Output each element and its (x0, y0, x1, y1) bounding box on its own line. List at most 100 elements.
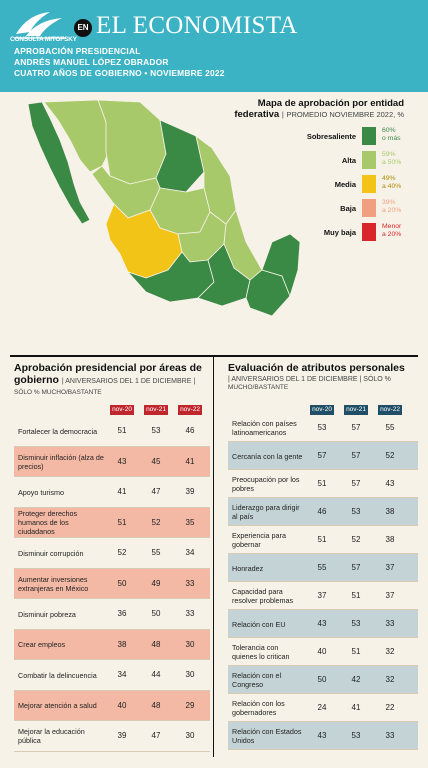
left-table-sub: ANIVERSARIOS DEL 1 DE DICIEMBRE (65, 378, 192, 385)
legend-label: Baja (340, 204, 356, 213)
right-table-sub-line: | ANIVERSARIOS DEL 1 DE DICIEMBRE | SÓLO… (228, 376, 391, 383)
table-row: Mejorar atención a salud 40 48 29 (14, 690, 210, 721)
row-value: 57 (351, 563, 361, 572)
column-header: nov-21 (344, 405, 368, 415)
left-table-column-headers: nov-20 nov-21 nov-22 (110, 405, 210, 415)
row-value: 50 (317, 675, 327, 684)
left-table-title-line-2: gobierno (14, 374, 59, 386)
row-value: 32 (385, 647, 395, 656)
mexico-map (27, 99, 300, 317)
table-row: Apoyo turismo 41 47 39 (14, 477, 210, 508)
row-value: 52 (117, 548, 127, 557)
row-value: 43 (117, 456, 127, 466)
table-row: Cercanía con la gente 57 57 52 (228, 442, 418, 470)
right-table-panel: Evaluación de atributos personales | ANI… (228, 362, 418, 391)
row-value: 39 (185, 487, 195, 496)
row-value: 33 (185, 609, 195, 618)
row-value: 22 (385, 703, 395, 712)
table-row: Tolerancia con quienes lo critican 40 51 32 (228, 638, 418, 666)
row-value: 46 (185, 426, 195, 435)
legend-swatch (362, 127, 376, 145)
row-value: 55 (385, 423, 395, 432)
row-label: Mejorar la educación pública (18, 727, 85, 746)
legend-range: 39% a 20% (382, 199, 402, 214)
legend-row: Alta 59% a 50% (296, 150, 416, 174)
subheading-line-1: APROBACIÓN PRESIDENCIAL (14, 46, 141, 56)
legend-range: Menor a 20% (382, 223, 402, 238)
row-value: 41 (351, 703, 361, 712)
row-value: 35 (185, 517, 195, 527)
row-value: 34 (185, 548, 195, 557)
table-row: Combatir la delincuencia 34 44 30 (14, 660, 210, 691)
row-value: 32 (385, 675, 395, 684)
row-label: Relación con países latinoamericanos (232, 419, 297, 437)
row-value: 47 (151, 731, 161, 740)
row-value: 43 (317, 619, 327, 628)
row-value: 42 (351, 675, 361, 684)
table-row: Disminuir corrupción 52 55 34 (14, 538, 210, 569)
table-row: Crear empleos 38 48 30 (14, 629, 210, 660)
row-value: 30 (185, 639, 195, 649)
table-row: Preocupación por los pobres 51 57 43 (228, 470, 418, 498)
legend-label: Sobresaliente (306, 132, 356, 141)
row-value: 30 (185, 670, 195, 679)
map-title-line-1: Mapa de aprobación por entidad (257, 98, 404, 109)
row-label: Fortalecer la democracia (18, 426, 98, 436)
row-label: Proteger derechos humanos de los ciudada… (18, 509, 78, 537)
table-row: Proteger derechos humanos de los ciudada… (14, 507, 210, 538)
right-table-note-2: MUCHO/BASTANTE (228, 384, 289, 391)
row-value: 53 (351, 731, 361, 740)
row-value: 51 (351, 591, 361, 600)
legend-swatch (362, 223, 376, 241)
map-title-sub: PROMEDIO NOVIEMBRE 2022, % (286, 110, 404, 119)
row-label: Relación con los gobernadores (232, 699, 285, 717)
row-label: Disminuir pobreza (18, 609, 76, 619)
state-yucatan (261, 233, 300, 298)
column-header: nov-22 (378, 405, 402, 415)
subheading-line-2: ANDRÉS MANUEL LÓPEZ OBRADOR (14, 57, 169, 67)
row-value: 55 (317, 563, 327, 572)
map-legend: Sobresaliente 60% o más Alta 59% a 50% Med… (296, 126, 416, 246)
row-value: 38 (385, 507, 395, 516)
row-label: Experiencia para gobernar (232, 531, 286, 549)
table-row: Aumentar inversiones extranjeras en Méxi… (14, 568, 210, 599)
legend-swatch (362, 175, 376, 193)
row-value: 51 (117, 517, 127, 527)
legend-range: 60% o más (382, 127, 401, 142)
row-value: 52 (151, 517, 161, 527)
row-value: 53 (317, 423, 327, 432)
row-value: 53 (351, 619, 361, 628)
row-value: 37 (385, 563, 395, 572)
row-value: 33 (185, 578, 195, 588)
table-row: Relación con países latinoamericanos 53 57… (228, 414, 418, 442)
row-value: 47 (151, 487, 161, 496)
subheading-line-3: CUATRO AÑOS DE GOBIERNO • NOVIEMBRE 2022 (14, 68, 225, 78)
row-value: 52 (385, 451, 395, 460)
right-table-sub: ANIVERSARIOS DEL 1 DE DICIEMBRE (231, 376, 358, 383)
table-row: Relación con el Congreso 50 42 32 (228, 666, 418, 694)
state-baja-california (27, 101, 91, 225)
row-label: Relación con EU (232, 619, 286, 629)
row-label: Disminuir corrupción (18, 548, 84, 558)
row-value: 30 (185, 731, 195, 740)
row-label: Liderazgo para dirigir al país (232, 503, 300, 521)
row-value: 38 (117, 639, 127, 649)
legend-label: Media (334, 180, 356, 189)
row-value: 49 (151, 578, 161, 588)
legend-swatch (362, 199, 376, 217)
row-label: Combatir la delincuencia (18, 670, 97, 680)
row-value: 52 (351, 535, 361, 544)
map-panel: Mapa de aprobación por entidad federativ… (10, 92, 418, 350)
map-title-line-2: federativa (234, 109, 280, 120)
right-table-note-1: SÓLO % (363, 376, 391, 383)
table-row: Fortalecer la democracia 51 53 46 (14, 416, 210, 447)
legend-range: 49% a 40% (382, 175, 402, 190)
legend-range: 59% a 50% (382, 151, 402, 166)
legend-row: Muy baja Menor a 20% (296, 222, 416, 246)
column-header: nov-22 (178, 405, 202, 415)
subheading: APROBACIÓN PRESIDENCIAL ANDRÉS MANUEL LÓ… (14, 46, 225, 79)
row-value: 53 (351, 507, 361, 516)
row-value: 33 (385, 619, 395, 628)
legend-label: Alta (341, 156, 356, 165)
row-label: Relación con el Congreso (232, 671, 282, 689)
